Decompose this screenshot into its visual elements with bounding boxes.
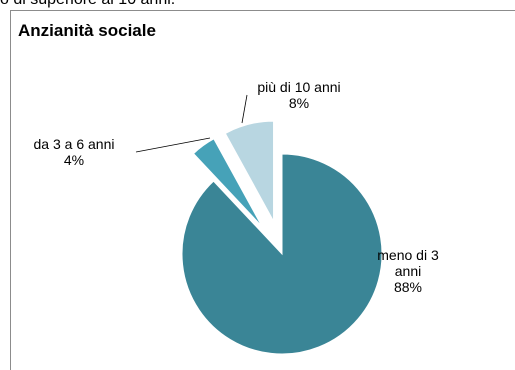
data-label-value-piu-di-10-anni: 8%: [289, 95, 309, 111]
leader-line-da-3-a-6-anni: [135, 137, 211, 153]
page-text-fragment: o di superiore ai 10 anni.: [0, 0, 175, 9]
pie-slice-piu-di-10-anni: [224, 120, 275, 222]
data-label-name-meno-di-3-anni: anni: [395, 263, 421, 279]
data-label-value-meno-di-3-anni: 88%: [394, 279, 422, 295]
leader-line-piu-di-10-anni: [241, 94, 248, 124]
data-label-name-da-3-a-6-anni: da 3 a 6 anni: [34, 136, 115, 152]
pie-slice-da-3-a-6-anni: [192, 138, 263, 227]
data-label-value-da-3-a-6-anni: 4%: [64, 152, 84, 168]
data-label-name-piu-di-10-anni: più di 10 anni: [257, 79, 340, 95]
chart-title: Anzianità sociale: [18, 21, 156, 40]
data-label-name-meno-di-3-anni: meno di 3: [377, 247, 439, 263]
pie-slice-meno-di-3-anni: [181, 153, 383, 355]
chart-frame: [10, 10, 515, 370]
